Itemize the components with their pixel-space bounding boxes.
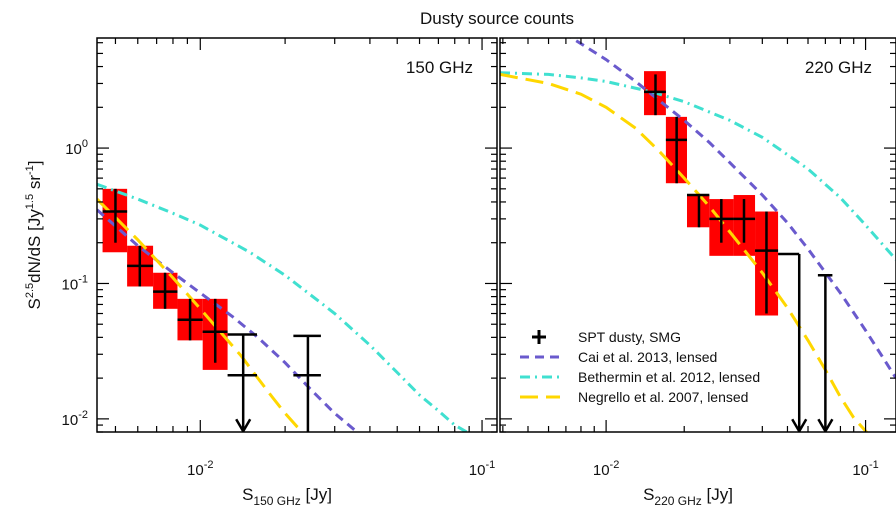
model-curve-dashdot [97, 182, 470, 432]
x-tick-label: 10-1 [469, 459, 495, 479]
x-axis-label: S150 GHz [Jy] [242, 485, 332, 506]
panel-2: 10-2 10-1 220 GHz S220 GHz [Jy] [499, 37, 896, 506]
panel-label: 220 GHz [805, 58, 872, 77]
legend-label: Bethermin et al. 2012, lensed [578, 369, 760, 385]
legend-label: Cai et al. 2013, lensed [578, 349, 717, 365]
y-tick-label: 10-2 [62, 409, 88, 429]
legend-label: SPT dusty, SMG [578, 329, 681, 345]
panel-label: 150 GHz [406, 58, 473, 77]
y-tick-label: 100 [65, 138, 88, 158]
panel-frame [499, 37, 896, 433]
x-tick-label: 10-2 [187, 459, 213, 479]
panel-1: 10-2 10-1 150 GHz S150 GHz [Jy] [96, 37, 498, 506]
panel-frame [96, 37, 498, 433]
model-curve-dashdot [500, 71, 896, 261]
plot-area [500, 38, 896, 432]
model-curve-longdash [97, 198, 306, 432]
y-axis-label: 100 10-1 10-2 S2.5dN/dS [Jy1.5 sr-1] [24, 138, 88, 429]
legend: SPT dusty, SMG Cai et al. 2013, lensed Bet… [520, 329, 760, 405]
chart-title: Dusty source counts [420, 9, 574, 28]
x-tick-label: 10-1 [852, 459, 878, 479]
x-axis-label: S220 GHz [Jy] [643, 485, 733, 506]
plot-area [97, 182, 470, 432]
y-axis-title: S2.5dN/dS [Jy1.5 sr-1] [24, 160, 44, 309]
model-curve-dashed [568, 38, 896, 379]
y-tick-label: 10-1 [62, 273, 88, 293]
legend-label: Negrello et al. 2007, lensed [578, 389, 748, 405]
panels: 10-2 10-1 150 GHz S150 GHz [Jy] 10-2 10-1 220 … [96, 37, 896, 506]
x-tick-label: 10-2 [593, 459, 619, 479]
